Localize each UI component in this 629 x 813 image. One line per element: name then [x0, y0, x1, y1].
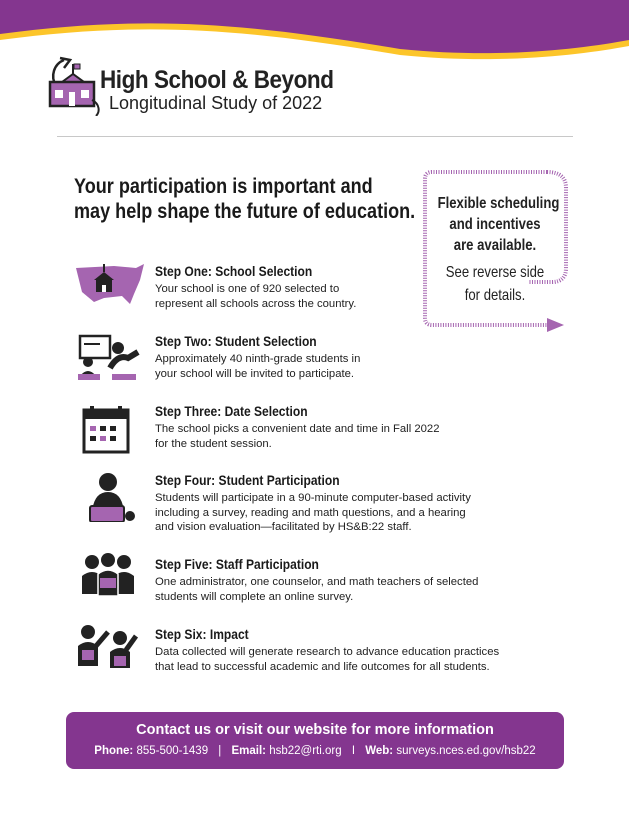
logo-subtitle: Longitudinal Study of 2022 [109, 93, 323, 113]
contact-line: Phone: 855-500-1439 | Email: hsb22@rti.o… [66, 745, 564, 757]
step-title: Step Six: Impact [155, 626, 249, 642]
step-five: Step Five: Staff Participation One admin… [155, 556, 575, 604]
email-label: Email: [231, 745, 267, 757]
step-two: Step Two: Student Selection Approximatel… [155, 333, 575, 381]
website-link[interactable]: surveys.nces.ed.gov/hsb22 [396, 745, 536, 757]
step-title: Step Two: Student Selection [155, 333, 317, 349]
step-title: Step Five: Staff Participation [155, 556, 319, 572]
callout-line: for details. [464, 287, 526, 304]
footer-title: Contact us or visit our website for more… [136, 722, 494, 738]
contact-footer: Contact us or visit our website for more… [66, 712, 564, 769]
callout-text: Flexible scheduling and incentives are a… [425, 193, 565, 306]
callout-line: are available. [453, 237, 537, 254]
headline-line: Your participation is important and [74, 175, 373, 198]
step-three: Step Three: Date Selection The school pi… [155, 403, 575, 451]
callout-line: and incentives [449, 216, 541, 233]
step-body: Students will participate in a 90-minute… [155, 492, 471, 533]
school-logo-icon [48, 56, 100, 116]
email-link[interactable]: hsb22@rti.org [269, 745, 342, 757]
callout-line: Flexible scheduling [437, 195, 560, 212]
divider [57, 136, 573, 137]
step-body: One administrator, one counselor, and ma… [155, 576, 479, 603]
logo-title: High School & Beyond [100, 66, 334, 94]
step-body: Your school is one of 920 selected to re… [155, 283, 357, 310]
callout-line: See reverse side [445, 264, 545, 281]
student-laptop-icon [89, 473, 135, 522]
step-body: Data collected will generate research to… [155, 646, 500, 673]
step-four: Step Four: Student Participation Student… [155, 472, 575, 535]
calendar-icon [82, 406, 130, 454]
phone-number[interactable]: 855-500-1439 [136, 745, 209, 757]
staff-group-icon [82, 553, 134, 597]
callout-dashed-border [423, 170, 568, 332]
us-map-school-icon [76, 264, 144, 304]
high-five-icon [78, 625, 139, 668]
step-body: The school picks a convenient date and t… [155, 423, 440, 450]
step-six: Step Six: Impact Data collected will gen… [155, 626, 575, 674]
web-label: Web: [365, 745, 394, 757]
headline: Your participation is important and may … [74, 174, 415, 224]
headline-line: may help shape the future of education. [74, 200, 416, 223]
phone-label: Phone: [94, 745, 134, 757]
step-title: Step Three: Date Selection [155, 403, 308, 419]
step-body: Approximately 40 ninth-grade students in… [155, 353, 361, 380]
step-title: Step Four: Student Participation [155, 472, 340, 488]
header-wave [0, 0, 629, 60]
step-title: Step One: School Selection [155, 263, 313, 279]
classroom-teacher-icon [78, 334, 140, 380]
step-one: Step One: School Selection Your school i… [155, 263, 575, 311]
separator: I [351, 745, 356, 757]
separator: | [218, 745, 222, 757]
